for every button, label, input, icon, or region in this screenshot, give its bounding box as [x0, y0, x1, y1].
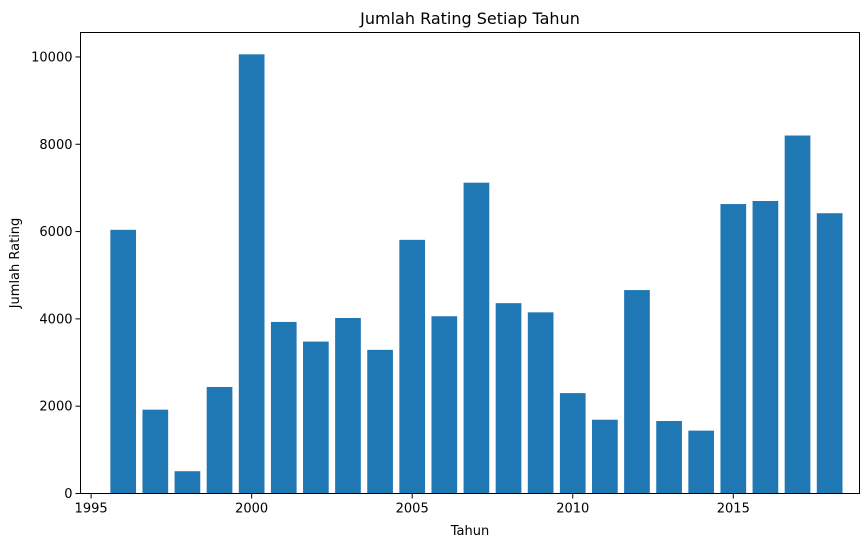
- bar-2008: [495, 303, 522, 494]
- chart-title: Jumlah Rating Setiap Tahun: [359, 9, 580, 28]
- bar-2007: [463, 182, 490, 494]
- bar-2012: [624, 290, 650, 494]
- bar-2010: [559, 393, 586, 494]
- bar-1996: [110, 229, 137, 494]
- bar-2002: [303, 341, 329, 494]
- bar-2014: [688, 430, 715, 494]
- y-tick-label: 0: [64, 487, 72, 502]
- y-tick-label: 4000: [39, 312, 72, 327]
- bar-2001: [270, 321, 297, 494]
- bar-2005: [399, 239, 426, 494]
- bar-1997: [142, 409, 169, 494]
- x-axis-label: Tahun: [450, 524, 489, 539]
- bar-2009: [527, 312, 554, 494]
- y-tick-label: 8000: [39, 138, 72, 153]
- bar-2003: [335, 318, 361, 494]
- bar-2017: [784, 135, 811, 494]
- bar-1999: [206, 386, 233, 494]
- bar-2006: [431, 316, 458, 494]
- x-tick-label: 1995: [75, 502, 108, 517]
- bar-2013: [656, 421, 682, 494]
- bar-2015: [720, 204, 747, 494]
- bar-2016: [752, 201, 779, 494]
- x-tick-label: 2015: [717, 502, 750, 517]
- x-axis-ticks: 1995 2000 2005 2010 2015: [75, 493, 750, 517]
- x-tick-label: 2000: [235, 502, 268, 517]
- plot-frame: [80, 32, 860, 494]
- bar-2000: [238, 54, 265, 494]
- y-axis-ticks: 0 2000 4000 6000 8000 10000: [31, 50, 81, 502]
- x-tick-label: 2005: [396, 502, 429, 517]
- bar-1998: [174, 471, 201, 494]
- y-tick-label: 6000: [39, 225, 72, 240]
- y-tick-label: 2000: [39, 400, 72, 415]
- bar-2004: [367, 349, 393, 494]
- bar-2011: [592, 419, 618, 494]
- x-tick-label: 2010: [556, 502, 589, 517]
- y-tick-label: 10000: [31, 50, 72, 65]
- bar-2018: [816, 213, 843, 494]
- y-axis-label: Jumlah Rating: [8, 218, 23, 310]
- bars-group: [110, 54, 843, 494]
